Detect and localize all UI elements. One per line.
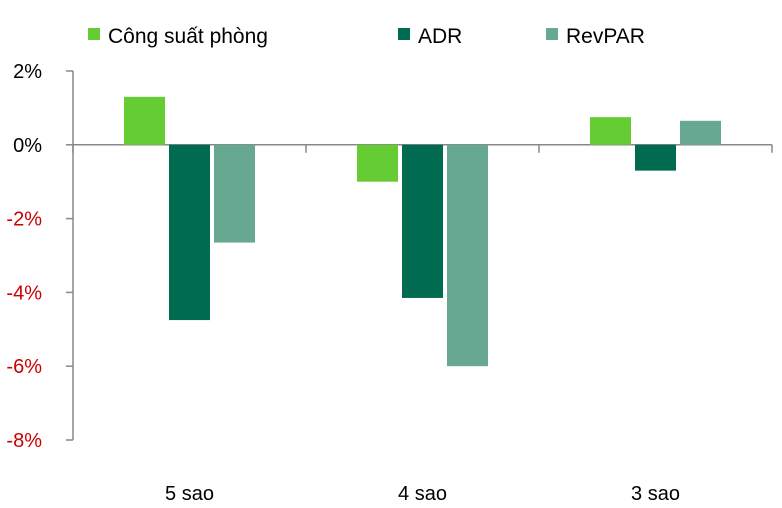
legend-swatch: [546, 28, 558, 40]
legend-swatch: [398, 28, 410, 40]
y-tick-label: -8%: [6, 430, 42, 452]
bar: [680, 120, 721, 145]
legend-swatch: [88, 28, 100, 40]
y-tick-label: -2%: [6, 209, 42, 231]
bar: [124, 96, 165, 145]
bar: [402, 144, 443, 298]
y-tick-label: -6%: [6, 356, 42, 378]
y-tick-label: 2%: [13, 61, 42, 83]
y-tick-label: -4%: [6, 282, 42, 304]
legend: Công suất phòng ADR RevPAR: [88, 25, 645, 48]
bar: [169, 144, 210, 321]
bar: [214, 144, 255, 243]
y-tick-label: 0%: [13, 135, 42, 157]
bar: [447, 144, 488, 367]
legend-label: ADR: [418, 25, 462, 48]
category-label: 3 sao: [631, 483, 680, 505]
bar: [635, 144, 676, 171]
category-label: 5 sao: [165, 483, 214, 505]
category-label: 4 sao: [398, 483, 447, 505]
bars: [124, 96, 721, 367]
y-axis: 2% 0% -2% -4% -6% -8%: [6, 61, 74, 452]
bar: [590, 117, 631, 145]
bar: [357, 144, 398, 182]
legend-label: RevPAR: [566, 25, 645, 48]
legend-label: Công suất phòng: [108, 25, 268, 48]
